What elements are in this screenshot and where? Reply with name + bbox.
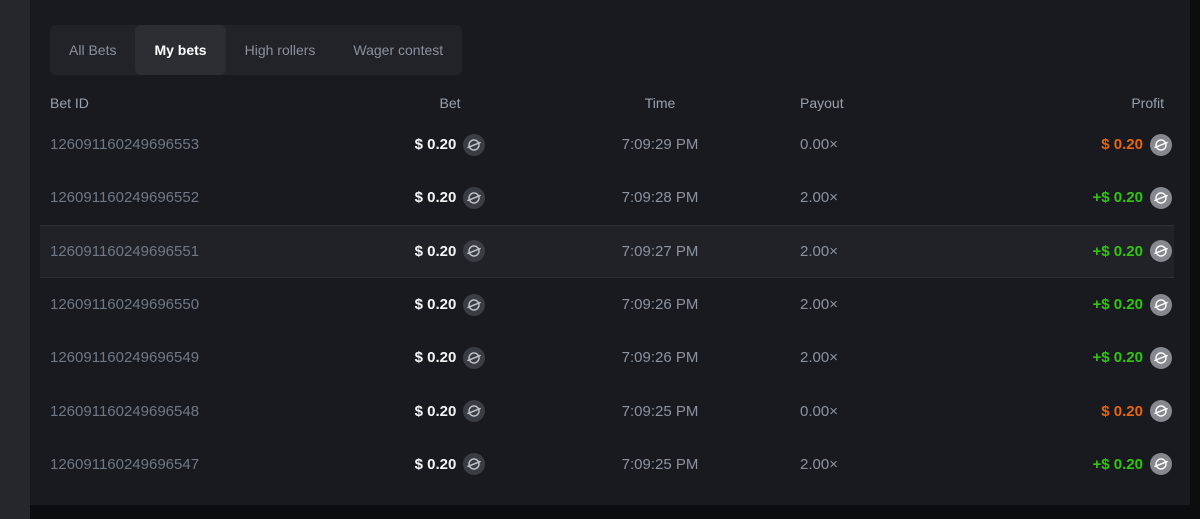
header-payout: Payout <box>800 95 844 111</box>
bet-id-cell: 126091160249696548 <box>50 402 200 420</box>
time-cell: 7:09:25 PM <box>621 455 699 473</box>
time-cell: 7:09:25 PM <box>621 402 699 420</box>
bet-id-cell: 126091160249696552 <box>50 189 200 207</box>
bets-tabbar: All Bets My bets High rollers Wager contest <box>50 25 463 75</box>
payout-cell: 0.00× <box>800 136 838 154</box>
table-body: 126091160249696553 $ 0.20 7:09:29 PM 0.0… <box>40 118 1174 491</box>
payout-cell: 2.00× <box>800 242 838 260</box>
bet-id-cell: 126091160249696550 <box>50 296 200 314</box>
time-cell: 7:09:26 PM <box>621 349 699 367</box>
tab-all-bets[interactable]: All Bets <box>69 42 117 58</box>
header-time: Time <box>644 95 676 111</box>
bet-id-cell: 126091160249696547 <box>50 455 200 473</box>
table-row[interactable]: 126091160249696549 $ 0.20 7:09:26 PM 2.0… <box>40 331 1174 384</box>
bet-amount: $ 0.20 <box>414 136 457 154</box>
bets-table: Bet ID Bet Time Payout Profit 1260911602… <box>40 88 1174 491</box>
tab-my-bets[interactable]: My bets <box>135 25 226 75</box>
bet-amount: $ 0.20 <box>414 349 457 367</box>
payout-cell: 2.00× <box>800 296 838 314</box>
bet-amount: $ 0.20 <box>414 242 457 260</box>
stellar-coin-icon <box>1150 133 1172 156</box>
bet-amount: $ 0.20 <box>414 189 457 207</box>
bet-cell: $ 0.20 <box>380 293 520 316</box>
stellar-coin-icon <box>463 346 486 369</box>
table-row[interactable]: 126091160249696547 $ 0.20 7:09:25 PM 2.0… <box>40 438 1174 491</box>
payout-cell: 2.00× <box>800 349 838 367</box>
header-profit: Profit <box>1131 95 1164 111</box>
tab-wager-contest[interactable]: Wager contest <box>353 42 444 58</box>
bet-id-cell: 126091160249696553 <box>50 136 200 154</box>
bet-amount: $ 0.20 <box>414 455 457 473</box>
stellar-coin-icon <box>1150 293 1172 316</box>
payout-cell: 2.00× <box>800 455 838 473</box>
profit-cell: +$ 0.20 <box>920 186 1174 209</box>
table-row[interactable]: 126091160249696551 $ 0.20 7:09:27 PM 2.0… <box>40 224 1174 278</box>
time-cell: 7:09:29 PM <box>621 136 699 154</box>
profit-cell: +$ 0.20 <box>920 293 1174 316</box>
table-row[interactable]: 126091160249696553 $ 0.20 7:09:29 PM 0.0… <box>40 118 1174 171</box>
profit-amount: +$ 0.20 <box>1092 455 1143 473</box>
stellar-coin-icon <box>1150 186 1172 209</box>
profit-cell: +$ 0.20 <box>920 453 1174 476</box>
stellar-coin-icon <box>463 453 486 476</box>
header-bet: Bet <box>439 95 461 111</box>
bet-cell: $ 0.20 <box>380 133 520 156</box>
stellar-coin-icon <box>463 400 486 423</box>
payout-cell: 2.00× <box>800 189 838 207</box>
bet-amount: $ 0.20 <box>414 402 457 420</box>
time-cell: 7:09:26 PM <box>621 296 699 314</box>
profit-cell: $ 0.20 <box>920 133 1174 156</box>
payout-cell: 0.00× <box>800 402 838 420</box>
left-edge-strip <box>0 0 30 519</box>
stellar-coin-icon <box>463 293 486 316</box>
profit-cell: +$ 0.20 <box>920 346 1174 369</box>
time-cell: 7:09:28 PM <box>621 189 699 207</box>
time-cell: 7:09:27 PM <box>621 242 699 260</box>
stellar-coin-icon <box>463 133 486 156</box>
bet-amount: $ 0.20 <box>414 296 457 314</box>
profit-amount: +$ 0.20 <box>1092 189 1143 207</box>
table-header-row: Bet ID Bet Time Payout Profit <box>40 88 1174 118</box>
stellar-coin-icon <box>1150 346 1172 369</box>
stellar-coin-icon <box>463 186 486 209</box>
profit-amount: $ 0.20 <box>1101 402 1143 420</box>
table-row[interactable]: 126091160249696550 $ 0.20 7:09:26 PM 2.0… <box>40 278 1174 331</box>
bet-cell: $ 0.20 <box>380 240 520 263</box>
bet-id-cell: 126091160249696549 <box>50 349 200 367</box>
profit-cell: $ 0.20 <box>920 400 1174 423</box>
profit-cell: +$ 0.20 <box>920 240 1174 263</box>
table-row[interactable]: 126091160249696552 $ 0.20 7:09:28 PM 2.0… <box>40 171 1174 224</box>
profit-amount: +$ 0.20 <box>1092 242 1143 260</box>
stellar-coin-icon <box>463 240 486 263</box>
header-bet-id: Bet ID <box>50 95 89 111</box>
profit-amount: +$ 0.20 <box>1092 349 1143 367</box>
bets-panel: All Bets My bets High rollers Wager contest… <box>30 0 1190 505</box>
profit-amount: +$ 0.20 <box>1092 296 1143 314</box>
bet-id-cell: 126091160249696551 <box>50 242 200 260</box>
profit-amount: $ 0.20 <box>1101 136 1143 154</box>
bet-cell: $ 0.20 <box>380 186 520 209</box>
bet-cell: $ 0.20 <box>380 453 520 476</box>
stellar-coin-icon <box>1150 453 1172 476</box>
table-row[interactable]: 126091160249696548 $ 0.20 7:09:25 PM 0.0… <box>40 384 1174 437</box>
stellar-coin-icon <box>1150 240 1172 263</box>
bet-cell: $ 0.20 <box>380 346 520 369</box>
tab-high-rollers[interactable]: High rollers <box>244 42 316 58</box>
bet-cell: $ 0.20 <box>380 400 520 423</box>
stellar-coin-icon <box>1150 400 1172 423</box>
